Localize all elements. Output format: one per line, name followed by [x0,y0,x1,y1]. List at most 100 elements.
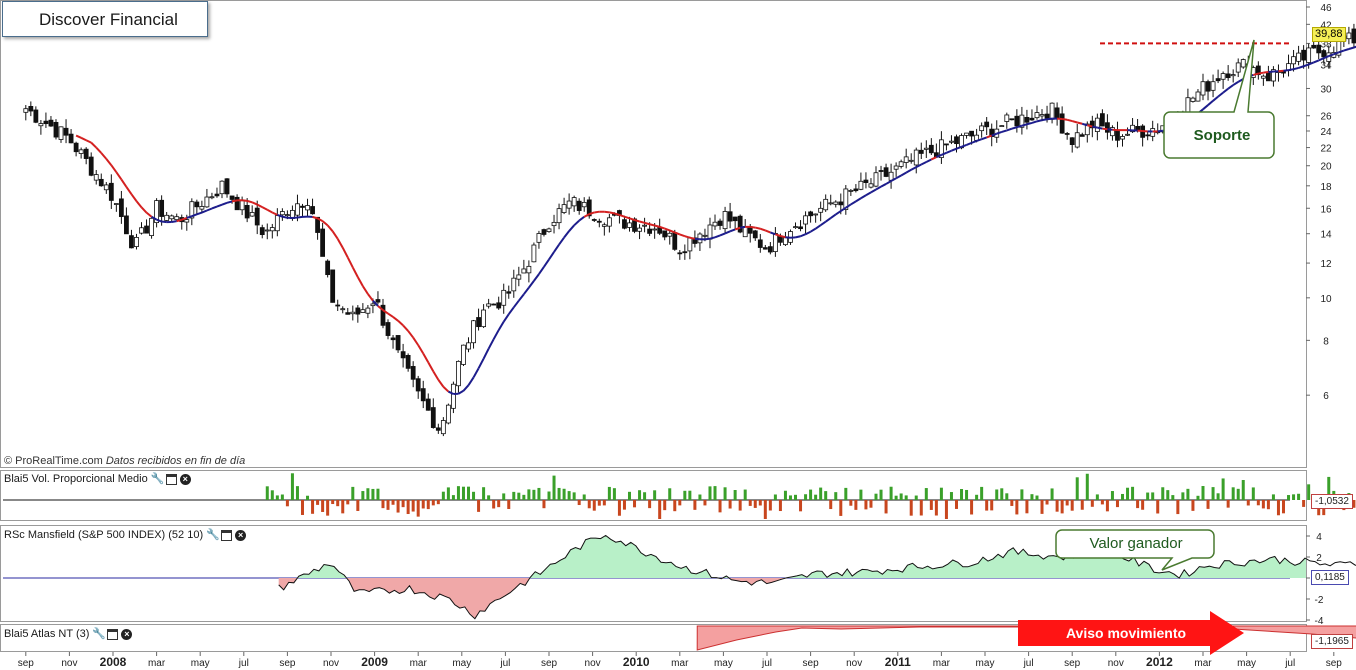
candle-body [1255,65,1261,76]
candle-body [174,216,180,221]
ma-segment [941,151,947,156]
wrench-icon[interactable]: 🔧 [206,528,220,541]
ma-segment [755,226,761,230]
candle-body [1306,47,1312,63]
ma-segment [614,212,620,216]
candle-body [274,215,280,232]
close-icon[interactable]: × [179,473,191,485]
close-icon[interactable]: × [235,529,247,541]
close-icon[interactable]: × [121,628,133,640]
volume-bar [1352,500,1356,508]
ma-segment [417,344,425,354]
x-tick-label: jul [499,658,510,669]
ma-segment [946,149,952,154]
candle-body [1089,120,1095,129]
candle-body [647,228,653,234]
ma-segment [246,199,253,204]
wrench-icon[interactable]: 🔧 [92,627,107,640]
ma-segment [341,247,349,258]
ma-segment [1283,69,1289,72]
candle-body [169,215,175,220]
candle-body [762,247,768,250]
volume-bar [1146,492,1150,500]
ma-segment [1328,53,1335,58]
candle-body [571,197,577,207]
volume-bar [1261,500,1265,509]
volume-bar [537,487,541,500]
ma-segment [1278,69,1284,73]
ma-segment [487,338,495,350]
ma-segment [1011,126,1018,130]
candle-body [928,144,934,154]
ma-segment [297,215,303,219]
window-icon[interactable] [221,529,233,541]
candle-body [632,218,637,232]
ma-segment [402,324,409,332]
volume-bar [467,486,471,500]
x-tick-label: 2011 [885,655,911,669]
ma-segment [649,223,655,227]
ma-segment [502,313,510,323]
candle-body [1145,134,1151,137]
candle-body [883,167,889,177]
mansfield-negative-area [278,578,1306,619]
candle-body [249,212,255,217]
candle-body [1079,134,1085,137]
window-icon[interactable] [165,473,177,485]
ma-segment [462,384,470,392]
volume-bar [1040,500,1044,514]
volume-bar [1095,494,1099,500]
volume-bar [975,494,979,500]
candle-body [264,229,270,232]
volume-bar [929,500,933,510]
x-tick-label: mar [148,658,166,669]
volume-bar [527,489,531,500]
x-tick-label: may [191,658,210,669]
volume-bar [270,490,274,500]
copyright-note: © ProRealTime.com Datos recibidos en fin… [4,455,245,467]
ma-segment [105,158,113,166]
candle-body [667,232,673,237]
volume-bar [1121,493,1125,500]
window-icon[interactable] [107,628,119,640]
candle-body [290,209,295,219]
candle-body [873,172,879,187]
ma-segment [145,211,153,218]
candle-body [772,232,778,253]
ma-segment [604,210,610,214]
volume-bar [381,500,385,509]
candle-body [964,132,969,136]
volume-panel-frame [0,470,1307,521]
volume-bar [965,489,969,500]
ma-segment [629,217,635,221]
volume-panel-name: Blai5 Vol. Proporcional Medio [4,473,148,485]
x-tick-label: jul [1023,658,1034,669]
volume-bar [1050,488,1054,500]
x-tick-label: jul [1284,658,1295,669]
ma-segment [181,217,188,221]
volume-bar [668,488,672,500]
candle-body [662,230,668,238]
candle-body [1235,62,1241,73]
ma-segment [830,213,837,219]
wrench-icon[interactable]: 🔧 [150,472,165,485]
ma-segment [900,171,907,177]
ma-segment [1222,87,1229,94]
volume-bar [1141,500,1145,510]
volume-bar [1075,477,1079,500]
candle-body [300,205,305,208]
candle-body [214,193,220,197]
candle-body [53,121,59,138]
volume-bar [713,486,717,500]
ma-segment [437,379,445,388]
volume-bar [356,500,360,511]
candle-body [471,320,476,344]
volume-bar [698,494,702,500]
volume-bar [1236,488,1240,500]
candle-body [139,227,144,234]
price-tick-label: 38 [1320,39,1332,50]
ma-segment [1348,46,1355,50]
candle-body [1346,32,1352,40]
mansfield-panel-name: RSc Mansfield (S&P 500 INDEX) (52 10) [4,529,204,541]
candle-body [345,312,351,315]
